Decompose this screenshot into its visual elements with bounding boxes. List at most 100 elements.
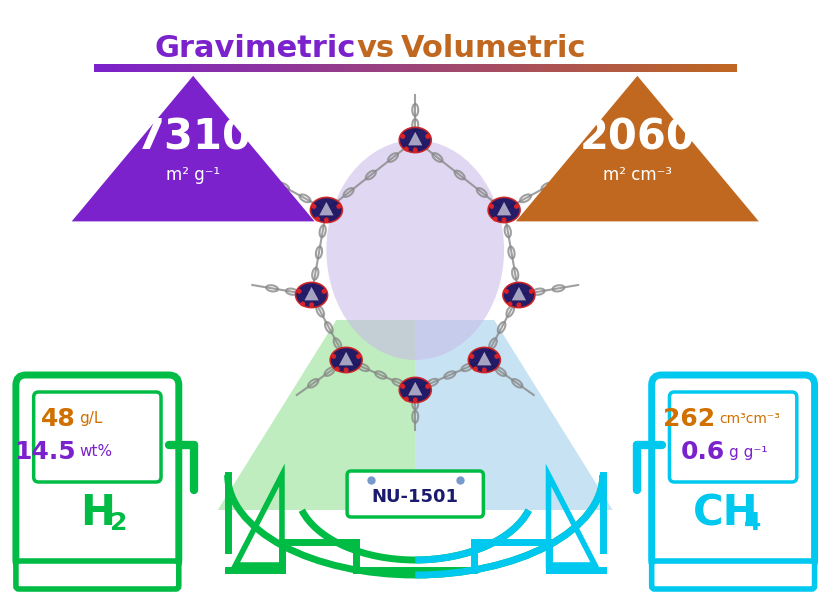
Text: 0.6: 0.6: [680, 440, 724, 464]
Ellipse shape: [468, 354, 474, 359]
Ellipse shape: [425, 384, 430, 389]
Bar: [687, 64, 696, 72]
Text: H: H: [79, 492, 115, 534]
FancyBboxPatch shape: [651, 561, 813, 589]
Polygon shape: [408, 382, 422, 395]
Ellipse shape: [494, 354, 499, 359]
Ellipse shape: [326, 140, 504, 360]
Bar: [679, 64, 688, 72]
Bar: [223, 64, 232, 72]
Bar: [463, 64, 472, 72]
Bar: [166, 64, 175, 72]
Bar: [575, 64, 584, 72]
Bar: [695, 64, 704, 72]
Bar: [263, 64, 272, 72]
Bar: [342, 64, 351, 72]
Bar: [423, 64, 432, 72]
Bar: [623, 64, 632, 72]
Ellipse shape: [321, 289, 326, 294]
Bar: [247, 64, 256, 72]
Bar: [671, 64, 680, 72]
FancyBboxPatch shape: [346, 471, 482, 517]
FancyBboxPatch shape: [16, 375, 179, 570]
Polygon shape: [414, 320, 612, 510]
Bar: [143, 64, 152, 72]
Bar: [190, 64, 199, 72]
Bar: [591, 64, 600, 72]
Ellipse shape: [355, 354, 360, 359]
Text: 2060: 2060: [579, 117, 695, 159]
Bar: [399, 64, 408, 72]
Ellipse shape: [501, 217, 506, 223]
Bar: [503, 64, 512, 72]
Bar: [655, 64, 664, 72]
Bar: [519, 64, 528, 72]
Text: 262: 262: [663, 407, 714, 431]
Bar: [431, 64, 440, 72]
Bar: [599, 64, 608, 72]
Ellipse shape: [343, 367, 348, 373]
Ellipse shape: [468, 347, 500, 373]
Text: 48: 48: [41, 407, 75, 431]
FancyBboxPatch shape: [16, 561, 179, 589]
Bar: [639, 64, 648, 72]
Bar: [391, 64, 400, 72]
Text: CH: CH: [691, 492, 757, 534]
Bar: [479, 64, 488, 72]
Ellipse shape: [473, 367, 477, 371]
Ellipse shape: [310, 197, 342, 223]
Text: 2: 2: [111, 511, 128, 535]
FancyBboxPatch shape: [668, 392, 796, 482]
Bar: [447, 64, 456, 72]
Bar: [158, 64, 167, 72]
Ellipse shape: [482, 367, 486, 373]
Bar: [535, 64, 544, 72]
Bar: [439, 64, 448, 72]
Ellipse shape: [528, 289, 533, 294]
Bar: [471, 64, 480, 72]
Bar: [486, 64, 495, 72]
Bar: [543, 64, 552, 72]
Ellipse shape: [400, 384, 405, 389]
Ellipse shape: [399, 378, 431, 403]
Bar: [230, 64, 239, 72]
FancyBboxPatch shape: [651, 375, 813, 570]
Bar: [174, 64, 183, 72]
Ellipse shape: [404, 146, 409, 151]
Bar: [407, 64, 416, 72]
Bar: [495, 64, 504, 72]
Bar: [615, 64, 624, 72]
Ellipse shape: [330, 347, 362, 373]
Ellipse shape: [295, 282, 327, 308]
Bar: [374, 64, 383, 72]
Ellipse shape: [336, 204, 341, 209]
Bar: [102, 64, 111, 72]
Bar: [238, 64, 247, 72]
Bar: [310, 64, 319, 72]
Ellipse shape: [516, 303, 521, 308]
Bar: [631, 64, 640, 72]
Text: Gravimetric: Gravimetric: [155, 33, 355, 63]
Text: 4: 4: [744, 511, 761, 535]
Ellipse shape: [504, 289, 509, 294]
Ellipse shape: [412, 148, 417, 153]
Bar: [278, 64, 287, 72]
Bar: [270, 64, 279, 72]
Text: vs: vs: [356, 33, 394, 63]
Polygon shape: [518, 78, 755, 220]
Bar: [351, 64, 360, 72]
Polygon shape: [477, 352, 491, 365]
Polygon shape: [304, 287, 319, 300]
Text: 14.5: 14.5: [14, 440, 75, 464]
Bar: [719, 64, 728, 72]
Bar: [663, 64, 672, 72]
Bar: [94, 64, 103, 72]
Bar: [527, 64, 536, 72]
Text: wt%: wt%: [79, 445, 112, 459]
Polygon shape: [408, 132, 422, 145]
Bar: [335, 64, 344, 72]
Bar: [118, 64, 127, 72]
Ellipse shape: [399, 127, 431, 153]
Ellipse shape: [309, 303, 314, 308]
Text: NU-1501: NU-1501: [371, 488, 458, 506]
